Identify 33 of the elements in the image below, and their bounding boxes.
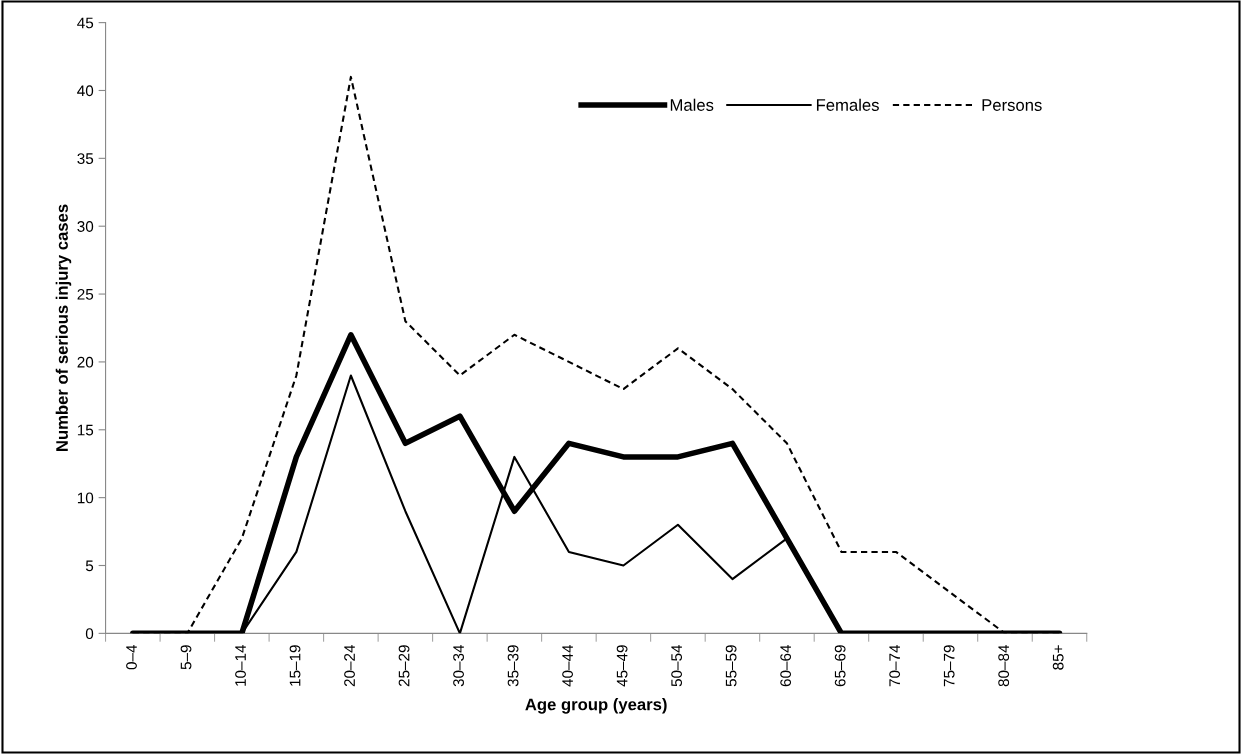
x-axis-title: Age group (years): [525, 698, 667, 714]
y-tick-label: 0: [85, 628, 94, 640]
y-tick-label: 40: [77, 85, 94, 97]
y-tick-label: 35: [77, 153, 94, 165]
x-tick-label: 50–54: [671, 644, 683, 687]
x-tick-label: 55–59: [725, 645, 737, 687]
x-tick-label: 20–24: [344, 644, 355, 687]
y-tick-label: 5: [85, 560, 94, 572]
y-tick-label: 25: [77, 288, 94, 300]
x-tick-label: 5–9: [180, 645, 192, 670]
x-tick-label: 30–34: [453, 644, 464, 687]
legend-label: Males: [670, 98, 714, 111]
x-tick-label: 40–44: [562, 644, 574, 687]
y-tick-label: 15: [77, 424, 94, 436]
x-tick-label: 25–29: [398, 645, 410, 687]
x-tick-label: 60–64: [780, 644, 792, 687]
x-tick-label: 45–49: [616, 645, 628, 687]
y-tick-label: 45: [77, 17, 94, 29]
y-tick-label: 10: [77, 492, 94, 504]
legend-label: Females: [816, 98, 879, 111]
x-tick-label: 75–79: [943, 645, 955, 687]
x-tick-label: 10–14: [235, 644, 246, 686]
x-tick-label: 65–69: [834, 645, 846, 687]
y-tick-label: 20: [77, 356, 94, 368]
x-tick-label: 80–84: [998, 644, 1010, 687]
x-tick-label: 35–39: [507, 645, 519, 687]
x-tick-label: 70–74: [889, 644, 901, 687]
y-axis-title: Number of serious injury cases: [55, 204, 72, 451]
y-tick-label: 30: [77, 221, 94, 232]
legend-label: Persons: [982, 99, 1042, 111]
x-tick-label: 85+: [1052, 645, 1064, 670]
x-tick-label: 0–4: [126, 644, 137, 670]
x-tick-label: 15–19: [289, 645, 301, 686]
